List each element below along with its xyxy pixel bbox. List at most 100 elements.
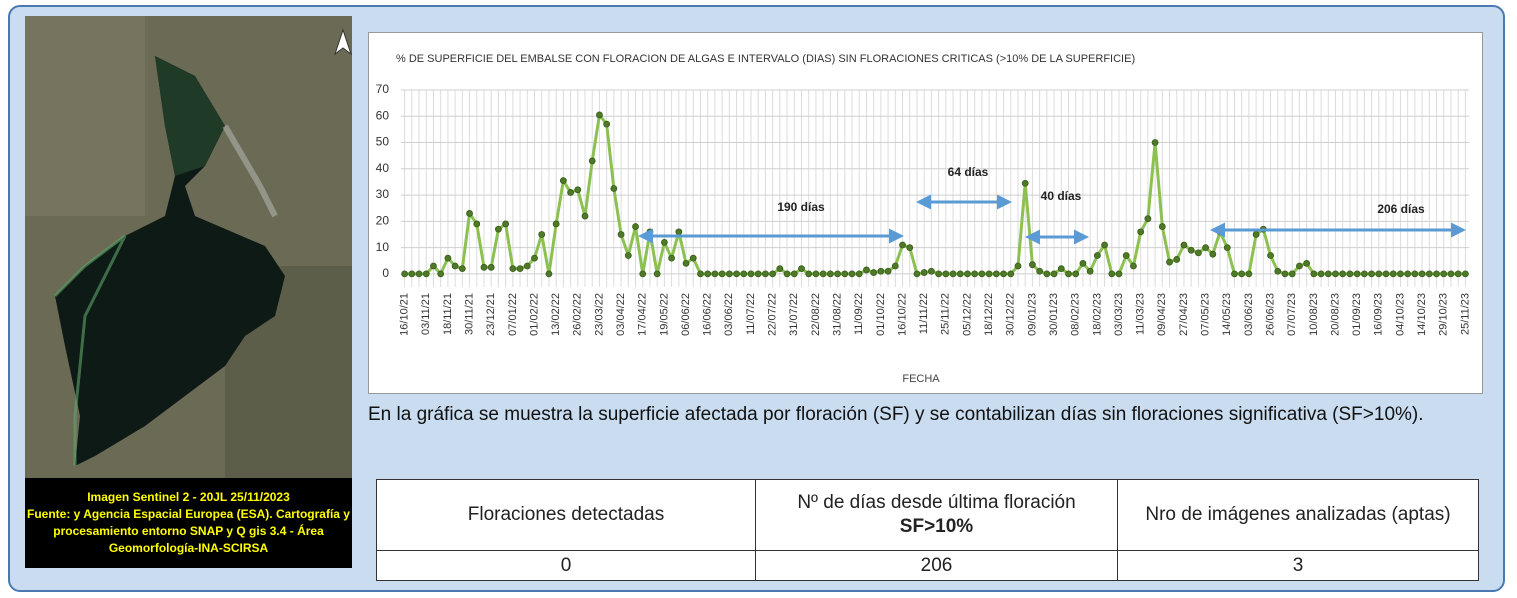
x-tick-label: 03/11/21 [420, 293, 432, 335]
cell: 0 [376, 550, 756, 581]
data-point [697, 270, 704, 278]
data-point [906, 244, 914, 252]
data-point [1079, 259, 1087, 267]
data-point [603, 120, 611, 128]
x-tick-label: 11/03/23 [1135, 293, 1147, 335]
data-point [1115, 270, 1123, 278]
x-tick-label: 14/05/23 [1221, 293, 1233, 336]
x-tick-label: 31/08/22 [831, 293, 843, 336]
data-point [1093, 252, 1101, 259]
y-tick-label: 10 [376, 240, 390, 254]
data-point [740, 270, 748, 278]
chart-box: % DE SUPERFICIE DEL EMBALSE CON FLORACIO… [368, 32, 1483, 394]
data-point [877, 267, 885, 275]
table-row: 0 206 3 [376, 550, 1479, 581]
data-point [610, 185, 618, 192]
data-point [949, 270, 957, 278]
data-point [466, 210, 473, 217]
data-point [1267, 252, 1274, 259]
x-tick-label: 11/07/22 [745, 293, 757, 335]
data-point [942, 270, 950, 278]
data-point [769, 270, 777, 278]
x-tick-label: 26/02/22 [572, 293, 584, 336]
data-point [545, 270, 553, 278]
data-point [574, 186, 582, 194]
data-point [1014, 262, 1022, 270]
data-point [1382, 270, 1390, 278]
data-point [458, 265, 466, 273]
x-tick-label: 16/10/22 [896, 293, 908, 336]
data-point [632, 223, 639, 230]
data-point [1021, 179, 1029, 187]
data-point [1353, 270, 1361, 278]
y-tick-label: 40 [376, 161, 390, 175]
x-tick-label: 13/02/22 [550, 293, 562, 336]
data-point [639, 270, 647, 278]
data-point [430, 262, 437, 270]
x-tick-label: 07/01/22 [507, 293, 519, 336]
data-point [978, 270, 986, 278]
data-point [1122, 252, 1130, 259]
data-point [1180, 241, 1188, 249]
data-point [1447, 270, 1455, 278]
x-tick-label: 29/10/23 [1438, 293, 1450, 336]
data-point [725, 270, 733, 278]
interval-label: 40 días [1041, 189, 1082, 203]
data-point [920, 269, 928, 276]
header-bold: SF>10% [899, 516, 974, 537]
satellite-image [25, 16, 352, 478]
data-point [1433, 270, 1440, 278]
x-tick-label: 03/06/23 [1243, 293, 1255, 336]
data-point [1397, 270, 1404, 278]
data-point [502, 220, 510, 228]
data-point [444, 254, 452, 262]
x-tick-label: 01/10/22 [875, 293, 887, 336]
x-tick-label: 07/05/23 [1200, 293, 1212, 336]
y-tick-label: 20 [376, 214, 390, 228]
x-tick-label: 26/06/23 [1264, 293, 1276, 336]
data-point [891, 262, 899, 270]
x-tick-label: 30/11/21 [463, 293, 475, 335]
data-point [668, 254, 676, 262]
data-point [1029, 261, 1036, 269]
data-point [1411, 270, 1419, 278]
data-point [1346, 270, 1354, 278]
data-point [523, 262, 531, 270]
data-point [848, 270, 856, 278]
data-point [1324, 270, 1332, 278]
data-point [653, 270, 661, 278]
data-point [1310, 270, 1318, 278]
x-tick-label: 18/02/23 [1091, 293, 1103, 336]
data-point [783, 270, 791, 278]
table-header: Floraciones detectadas Nº de días desde … [376, 479, 1479, 551]
data-point [1281, 270, 1289, 278]
x-tick-label: 23/03/22 [593, 293, 605, 336]
data-point [559, 177, 567, 185]
data-point [834, 270, 841, 278]
data-point [927, 267, 935, 275]
data-point [1317, 270, 1325, 278]
data-point [1454, 270, 1462, 278]
data-point [899, 241, 906, 249]
data-line [404, 111, 1466, 277]
data-point [415, 270, 423, 278]
data-point [1231, 270, 1238, 278]
image-caption: Imagen Sentinel 2 - 20JL 25/11/2023 Fuen… [25, 478, 352, 568]
x-tick-label: 01/02/22 [528, 293, 540, 336]
data-point [747, 270, 755, 278]
data-point [1296, 262, 1303, 270]
x-tick-label: 16/10/21 [399, 293, 411, 336]
x-tick-label: 25/11/23 [1459, 293, 1471, 335]
data-point [754, 270, 762, 278]
caption-line: Imagen Sentinel 2 - 20JL 25/11/2023 [87, 490, 290, 504]
data-point [1418, 270, 1426, 278]
data-point [516, 265, 524, 273]
data-point [1130, 262, 1137, 270]
data-point [870, 269, 878, 276]
data-point [711, 270, 719, 278]
data-point [1187, 246, 1195, 254]
data-point [1252, 231, 1260, 238]
data-point [1036, 267, 1044, 275]
data-point [1007, 270, 1015, 278]
data-point [1057, 265, 1065, 273]
